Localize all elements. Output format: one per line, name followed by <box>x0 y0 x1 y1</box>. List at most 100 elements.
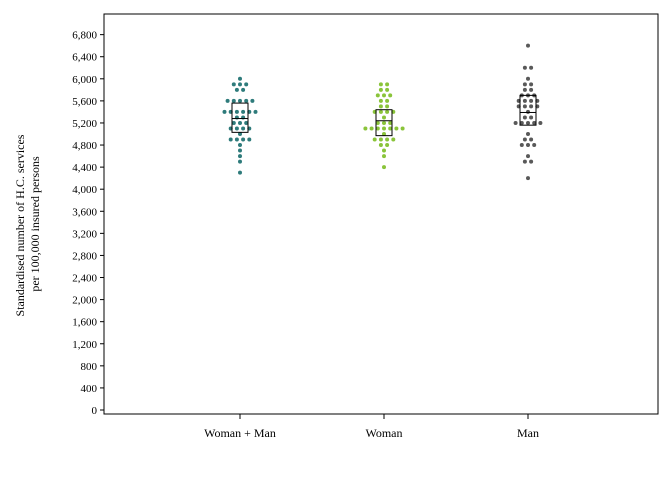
data-point <box>238 148 242 153</box>
data-point <box>526 109 530 114</box>
data-point <box>529 115 534 120</box>
data-point <box>241 109 246 114</box>
data-point <box>228 137 233 142</box>
y-tick-label: 1,600 <box>72 317 97 329</box>
data-point <box>375 126 380 131</box>
data-point <box>238 82 242 87</box>
data-point <box>526 143 530 148</box>
series-man <box>513 43 543 181</box>
data-point <box>378 82 383 87</box>
data-point <box>385 109 390 114</box>
y-tick-label: 3,200 <box>72 228 97 240</box>
data-point <box>231 120 236 125</box>
data-point <box>522 159 527 164</box>
plot-area-frame <box>103 13 659 415</box>
data-point <box>526 176 530 181</box>
data-point <box>382 148 386 153</box>
data-point <box>378 109 383 114</box>
data-point <box>522 87 527 92</box>
data-point <box>238 159 242 164</box>
data-point <box>519 143 524 148</box>
data-point <box>529 104 534 109</box>
data-point <box>225 98 230 103</box>
data-point <box>247 137 252 142</box>
y-tick-label: 5,200 <box>72 118 97 130</box>
data-point <box>244 82 249 87</box>
data-point <box>529 65 534 70</box>
y-tick-label: 0 <box>92 405 98 417</box>
data-point <box>385 143 390 148</box>
data-point <box>241 87 246 92</box>
data-point <box>538 120 543 125</box>
data-point <box>375 120 380 125</box>
data-point <box>382 132 386 136</box>
data-point <box>529 98 534 103</box>
data-point <box>388 126 393 131</box>
y-tick-label: 6,400 <box>72 52 97 64</box>
data-point <box>388 120 393 125</box>
iqr-box <box>375 109 393 137</box>
y-tick-label: 6,800 <box>72 30 97 42</box>
data-point <box>382 126 386 131</box>
x-category-label: Woman + Man <box>204 426 276 440</box>
data-point <box>526 43 530 48</box>
y-axis-title-line-2: per 100,000 insured persons <box>28 156 42 292</box>
data-point <box>238 170 242 175</box>
data-point <box>526 132 530 136</box>
data-point <box>522 65 527 70</box>
data-point <box>382 120 386 125</box>
y-tick-label: 4,000 <box>72 184 97 196</box>
y-tick-label: 1,200 <box>72 339 97 351</box>
data-point <box>375 93 380 98</box>
data-point <box>241 126 246 131</box>
data-point <box>378 143 383 148</box>
data-point <box>522 82 527 87</box>
y-tick-label: 400 <box>81 383 98 395</box>
data-point <box>250 98 255 103</box>
x-axis: Woman + Man Woman Man <box>204 414 539 440</box>
data-point <box>400 126 405 131</box>
data-point <box>238 98 242 103</box>
data-point <box>253 109 258 114</box>
data-point <box>529 82 534 87</box>
data-point <box>234 137 239 142</box>
data-point <box>529 137 534 142</box>
data-point <box>388 93 393 98</box>
series-woman-man <box>222 76 258 175</box>
data-point <box>526 120 530 125</box>
data-point <box>378 98 383 103</box>
data-point <box>231 82 236 87</box>
data-point <box>369 126 374 131</box>
data-point <box>385 98 390 103</box>
data-point <box>378 87 383 92</box>
data-point <box>238 154 242 159</box>
data-point <box>526 76 530 81</box>
y-tick-label: 5,600 <box>72 96 97 108</box>
data-point <box>238 120 242 125</box>
data-point <box>522 137 527 142</box>
y-tick-label: 4,800 <box>72 140 97 152</box>
data-point <box>244 120 249 125</box>
data-point <box>241 137 246 142</box>
data-point <box>522 115 527 120</box>
y-tick-label: 3,600 <box>72 206 97 218</box>
data-point <box>238 76 242 81</box>
data-point <box>244 98 249 103</box>
data-point <box>234 109 239 114</box>
data-point <box>391 137 396 142</box>
data-point <box>385 82 390 87</box>
x-category-label: Man <box>517 426 539 440</box>
data-point <box>238 143 242 148</box>
series-layer <box>222 43 543 181</box>
data-point <box>522 104 527 109</box>
iqr-box <box>231 102 249 133</box>
y-tick-label: 2,000 <box>72 295 97 307</box>
series-woman <box>363 82 405 170</box>
data-point <box>382 154 386 159</box>
data-point <box>522 98 527 103</box>
data-point <box>394 126 399 131</box>
data-point <box>513 120 518 125</box>
data-point <box>532 143 537 148</box>
